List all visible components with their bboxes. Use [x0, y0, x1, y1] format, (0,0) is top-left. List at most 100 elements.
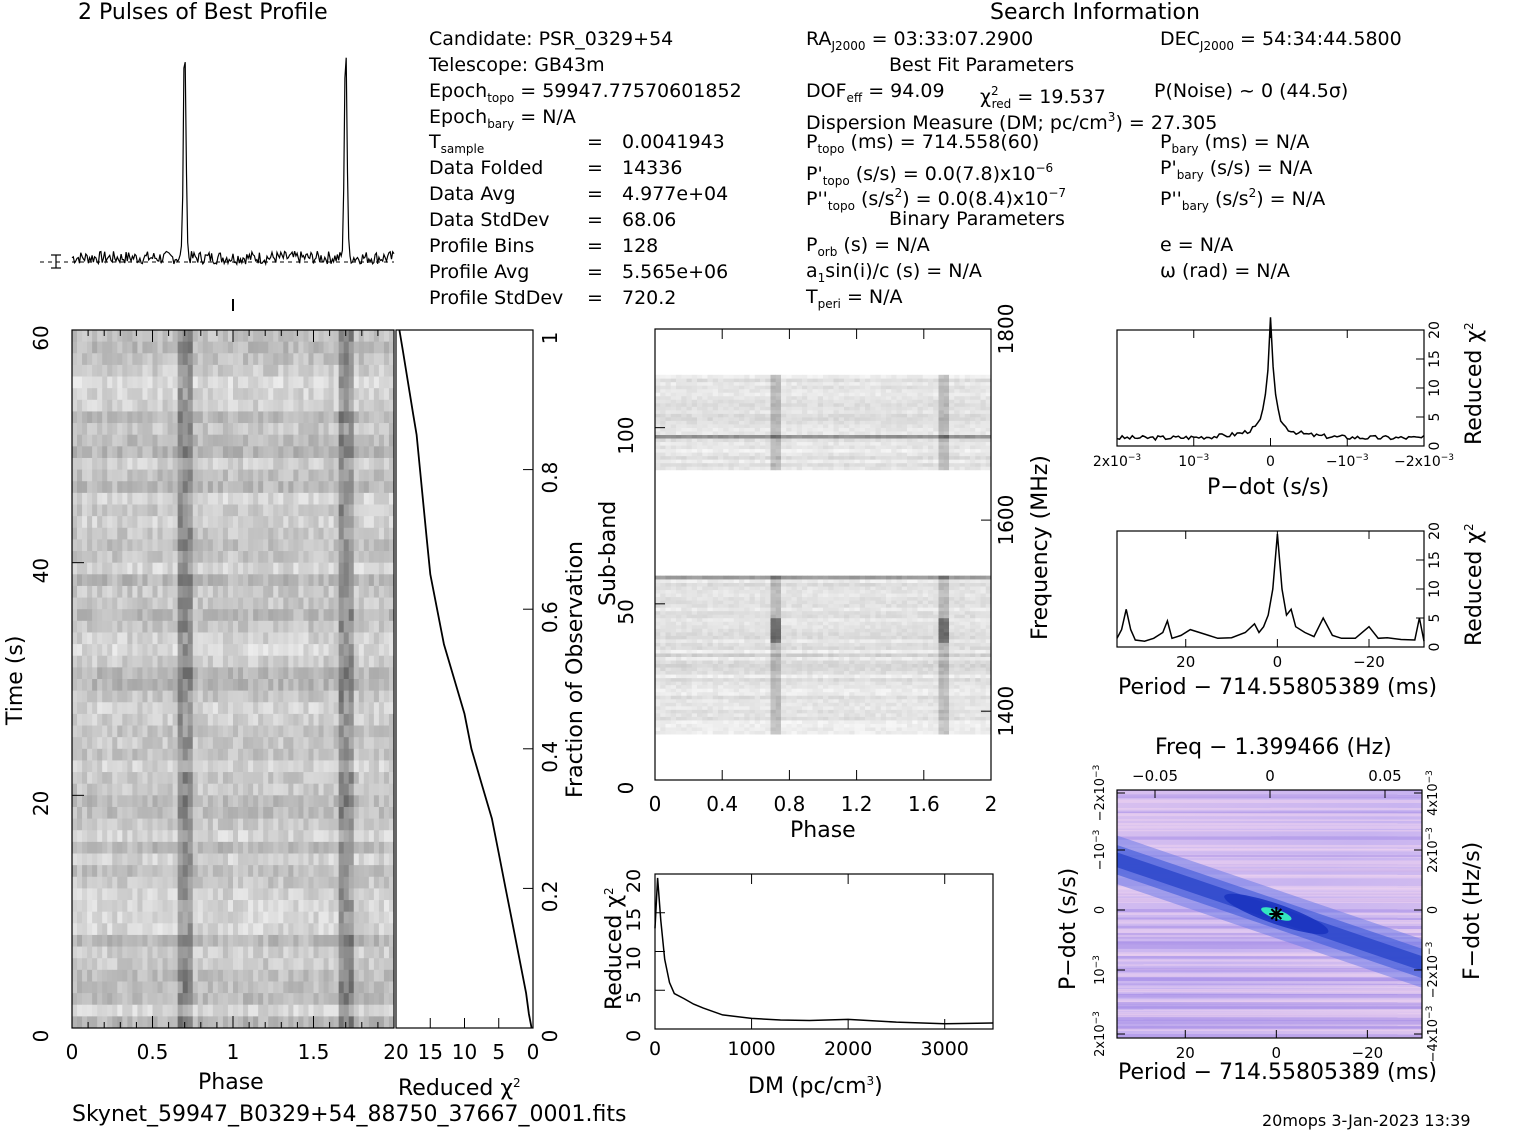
heat-cell	[358, 551, 365, 564]
heat-cell	[880, 720, 887, 724]
heat-cell	[177, 737, 184, 750]
heat-cell	[318, 841, 324, 854]
heat-cell	[72, 958, 78, 971]
heat-cell	[157, 620, 163, 633]
heat-cell	[117, 981, 123, 994]
heat-cell	[263, 341, 269, 354]
heat-cell	[313, 725, 319, 738]
heat-cell	[718, 695, 724, 700]
heat-cell	[167, 597, 174, 610]
heat-cell	[258, 364, 264, 377]
heat-cell	[298, 795, 304, 808]
heat-cell	[338, 783, 345, 796]
heat-cell	[288, 737, 294, 750]
heat-cell	[82, 434, 88, 447]
heat-cell	[162, 702, 168, 715]
heat-cell	[243, 911, 249, 924]
heat-cell	[248, 946, 254, 959]
heat-cell	[243, 981, 249, 994]
heat-cell	[838, 681, 845, 686]
heat-cell	[82, 934, 88, 947]
heat-cell	[82, 806, 88, 819]
heat-cell	[273, 411, 279, 424]
heat-cell	[102, 830, 108, 843]
heat-cell	[112, 946, 118, 959]
heat-cell	[152, 958, 158, 971]
heat-cell	[212, 876, 219, 889]
heat-cell	[243, 748, 249, 761]
heat-cell	[202, 923, 209, 936]
heat-cell	[273, 713, 279, 726]
heat-cell	[278, 958, 284, 971]
heat-cell	[248, 364, 254, 377]
heat-cell	[253, 1016, 259, 1029]
heat-cell	[142, 667, 148, 680]
heat-cell	[263, 364, 269, 377]
heat-cell	[388, 597, 395, 610]
heat-cell	[313, 830, 319, 843]
heat-cell	[187, 341, 194, 354]
heat-cell	[177, 679, 184, 692]
heat-cell	[959, 716, 966, 721]
heat-cell	[102, 783, 108, 796]
heat-cell	[744, 691, 750, 696]
heat-cell	[358, 667, 365, 680]
heat-cell	[854, 674, 861, 679]
heat-cell	[202, 551, 209, 564]
heat-cell	[358, 958, 365, 971]
heat-cell	[207, 900, 214, 913]
heat-cell	[343, 795, 350, 808]
heat-cell	[157, 958, 163, 971]
heat-cell	[97, 551, 103, 564]
heat-cell	[823, 702, 829, 707]
heat-cell	[117, 330, 123, 343]
heat-cell	[308, 446, 314, 459]
heat-cell	[212, 923, 219, 936]
heat-cell	[258, 667, 264, 680]
heat-cell	[187, 958, 194, 971]
heat-cell	[368, 457, 375, 470]
heat-cell	[691, 713, 698, 717]
heat-cell	[383, 504, 390, 517]
heat-cell	[854, 688, 861, 693]
heat-cell	[268, 574, 274, 587]
heat-cell	[765, 713, 771, 717]
heat-cell	[107, 446, 113, 459]
heat-cell	[828, 674, 834, 679]
heat-cell	[318, 434, 324, 447]
heat-cell	[243, 853, 249, 866]
heat-cell	[102, 597, 108, 610]
heat-cell	[243, 539, 249, 552]
heat-cell	[167, 679, 174, 692]
heat-cell	[928, 713, 934, 717]
heat-cell	[107, 876, 113, 889]
heat-cell	[97, 737, 103, 750]
heat-cell	[288, 969, 294, 982]
heat-cell	[283, 388, 289, 401]
heat-cell	[207, 516, 214, 529]
heat-cell	[363, 888, 370, 901]
heat-cell	[308, 492, 314, 505]
heat-cell	[233, 667, 239, 680]
heat-cell	[838, 723, 845, 728]
heat-cell	[227, 504, 234, 517]
heat-cell	[665, 709, 672, 714]
heat-cell	[283, 341, 289, 354]
heat-cell	[243, 876, 249, 889]
heat-cell	[248, 411, 254, 424]
heat-cell	[238, 457, 244, 470]
heat-cell	[308, 923, 314, 936]
heat-cell	[859, 681, 866, 686]
heat-cell	[157, 690, 163, 703]
heat-cell	[293, 481, 299, 494]
heat-cell	[744, 674, 750, 679]
heat-cell	[248, 969, 254, 982]
heat-cell	[127, 981, 133, 994]
heat-cell	[807, 716, 813, 721]
tp-ytick-label: 40	[29, 558, 53, 583]
heat-cell	[77, 981, 83, 994]
heat-cell	[147, 806, 153, 819]
heat-cell	[283, 446, 289, 459]
heat-cell	[823, 677, 829, 682]
heat-cell	[162, 423, 168, 436]
